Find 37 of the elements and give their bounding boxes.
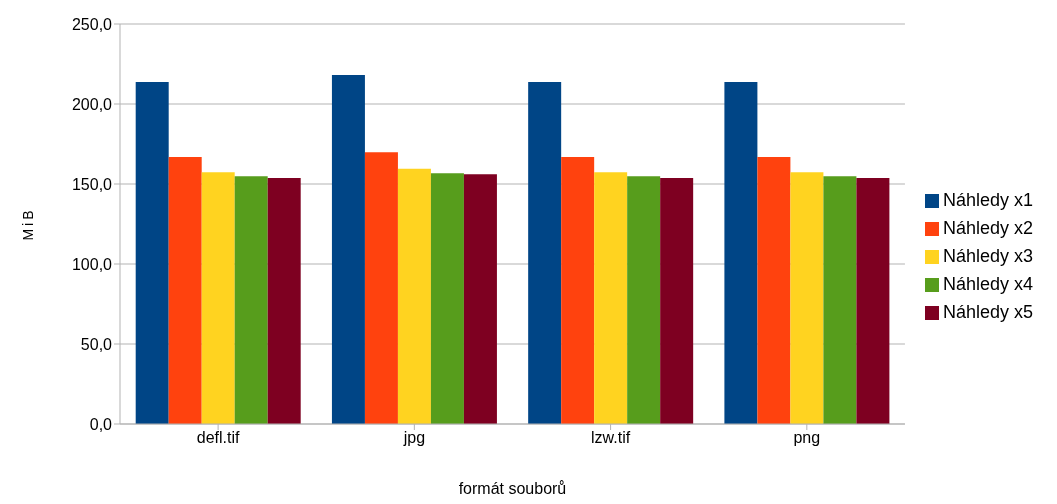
bar — [201, 172, 235, 424]
bar — [234, 176, 268, 424]
x-tick-label: png — [793, 429, 821, 447]
bar — [757, 157, 791, 424]
bar — [561, 157, 595, 424]
y-axis-title: MiB — [19, 207, 36, 241]
bar — [627, 176, 661, 424]
bar — [528, 82, 562, 424]
legend-label: Náhledy x4 — [942, 274, 1033, 294]
x-tick-label: jpg — [402, 429, 426, 447]
y-tick-label: 0,0 — [89, 415, 113, 433]
bar — [397, 168, 431, 424]
x-axis-title: formát souborů — [458, 480, 567, 497]
bar — [430, 173, 464, 424]
bar — [594, 172, 628, 424]
legend-label: Náhledy x3 — [942, 246, 1033, 266]
bar — [364, 152, 398, 424]
y-tick-label: 100,0 — [71, 255, 113, 273]
y-tick-label: 200,0 — [71, 95, 113, 113]
legend-label: Náhledy x2 — [942, 218, 1033, 238]
bar — [463, 174, 497, 424]
bar — [267, 177, 301, 424]
x-tick-label: defl.tif — [196, 429, 241, 447]
y-tick-label: 250,0 — [71, 15, 113, 33]
bar — [856, 177, 890, 424]
bar — [135, 82, 169, 424]
bar — [823, 176, 857, 424]
x-tick-label: lzw.tif — [591, 429, 631, 447]
bar — [724, 82, 758, 424]
legend-label: Náhledy x5 — [942, 302, 1033, 322]
bar — [168, 157, 202, 424]
bar — [790, 172, 824, 424]
bar — [660, 177, 694, 424]
bar — [331, 75, 365, 424]
y-tick-label: 150,0 — [71, 175, 113, 193]
legend-label: Náhledy x1 — [942, 190, 1033, 210]
y-tick-label: 50,0 — [80, 335, 113, 353]
